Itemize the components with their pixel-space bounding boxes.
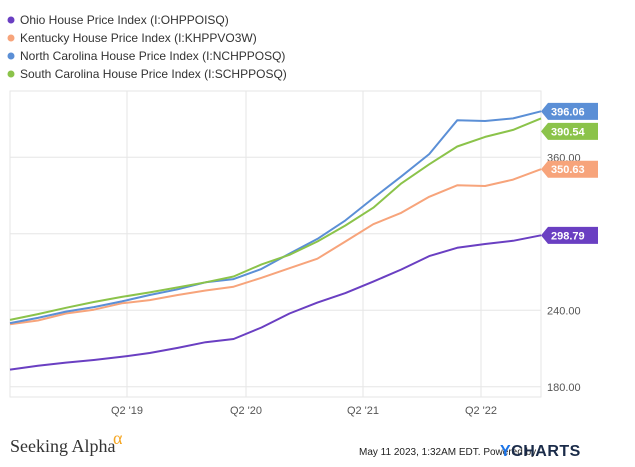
legend-label: South Carolina House Price Index (I:SCHP… [20,67,287,81]
end-label-value: 390.54 [551,126,586,138]
series-line [9,110,542,325]
ycharts-rest: CHARTS [511,443,581,460]
legend-label: Ohio House Price Index (I:OHPPOISQ) [20,13,229,27]
series-line [9,234,542,371]
legend-label: Kentucky House Price Index (I:KHPPVO3W) [20,31,257,45]
ycharts-logo: YCHARTS [500,443,581,461]
legend-marker [7,16,15,24]
legend-marker [7,34,15,42]
legend-marker [7,70,15,78]
x-tick-label: Q2 '21 [347,405,379,417]
series-line [9,168,542,326]
plot-frame [9,90,542,398]
y-tick-label: 240.00 [547,305,581,317]
end-label-badge [541,102,598,120]
end-label-badge [541,160,598,178]
ycharts-y: Y [500,443,512,460]
alpha-symbol: α [113,428,123,448]
x-tick-label: Q2 '20 [230,405,262,417]
seeking-alpha-logo: Seeking Alpha [10,436,116,457]
end-label-value: 298.79 [551,230,585,242]
end-label-badge [541,226,598,244]
seeking-alpha-text: Seeking Alpha [10,436,116,456]
series-line [9,117,542,321]
legend-label: North Carolina House Price Index (I:NCHP… [20,49,285,63]
footer-timestamp: May 11 2023, 1:32AM EDT. Powered by [359,447,537,458]
legend-marker [7,52,15,60]
end-label-badge [541,122,598,140]
x-tick-label: Q2 '22 [465,405,497,417]
y-tick-label: 180.00 [547,382,581,394]
end-label-value: 350.63 [551,164,585,176]
x-tick-label: Q2 '19 [111,405,143,417]
legend: Ohio House Price Index (I:OHPPOISQ) Kentu… [7,13,287,81]
end-label-value: 396.06 [551,106,585,118]
